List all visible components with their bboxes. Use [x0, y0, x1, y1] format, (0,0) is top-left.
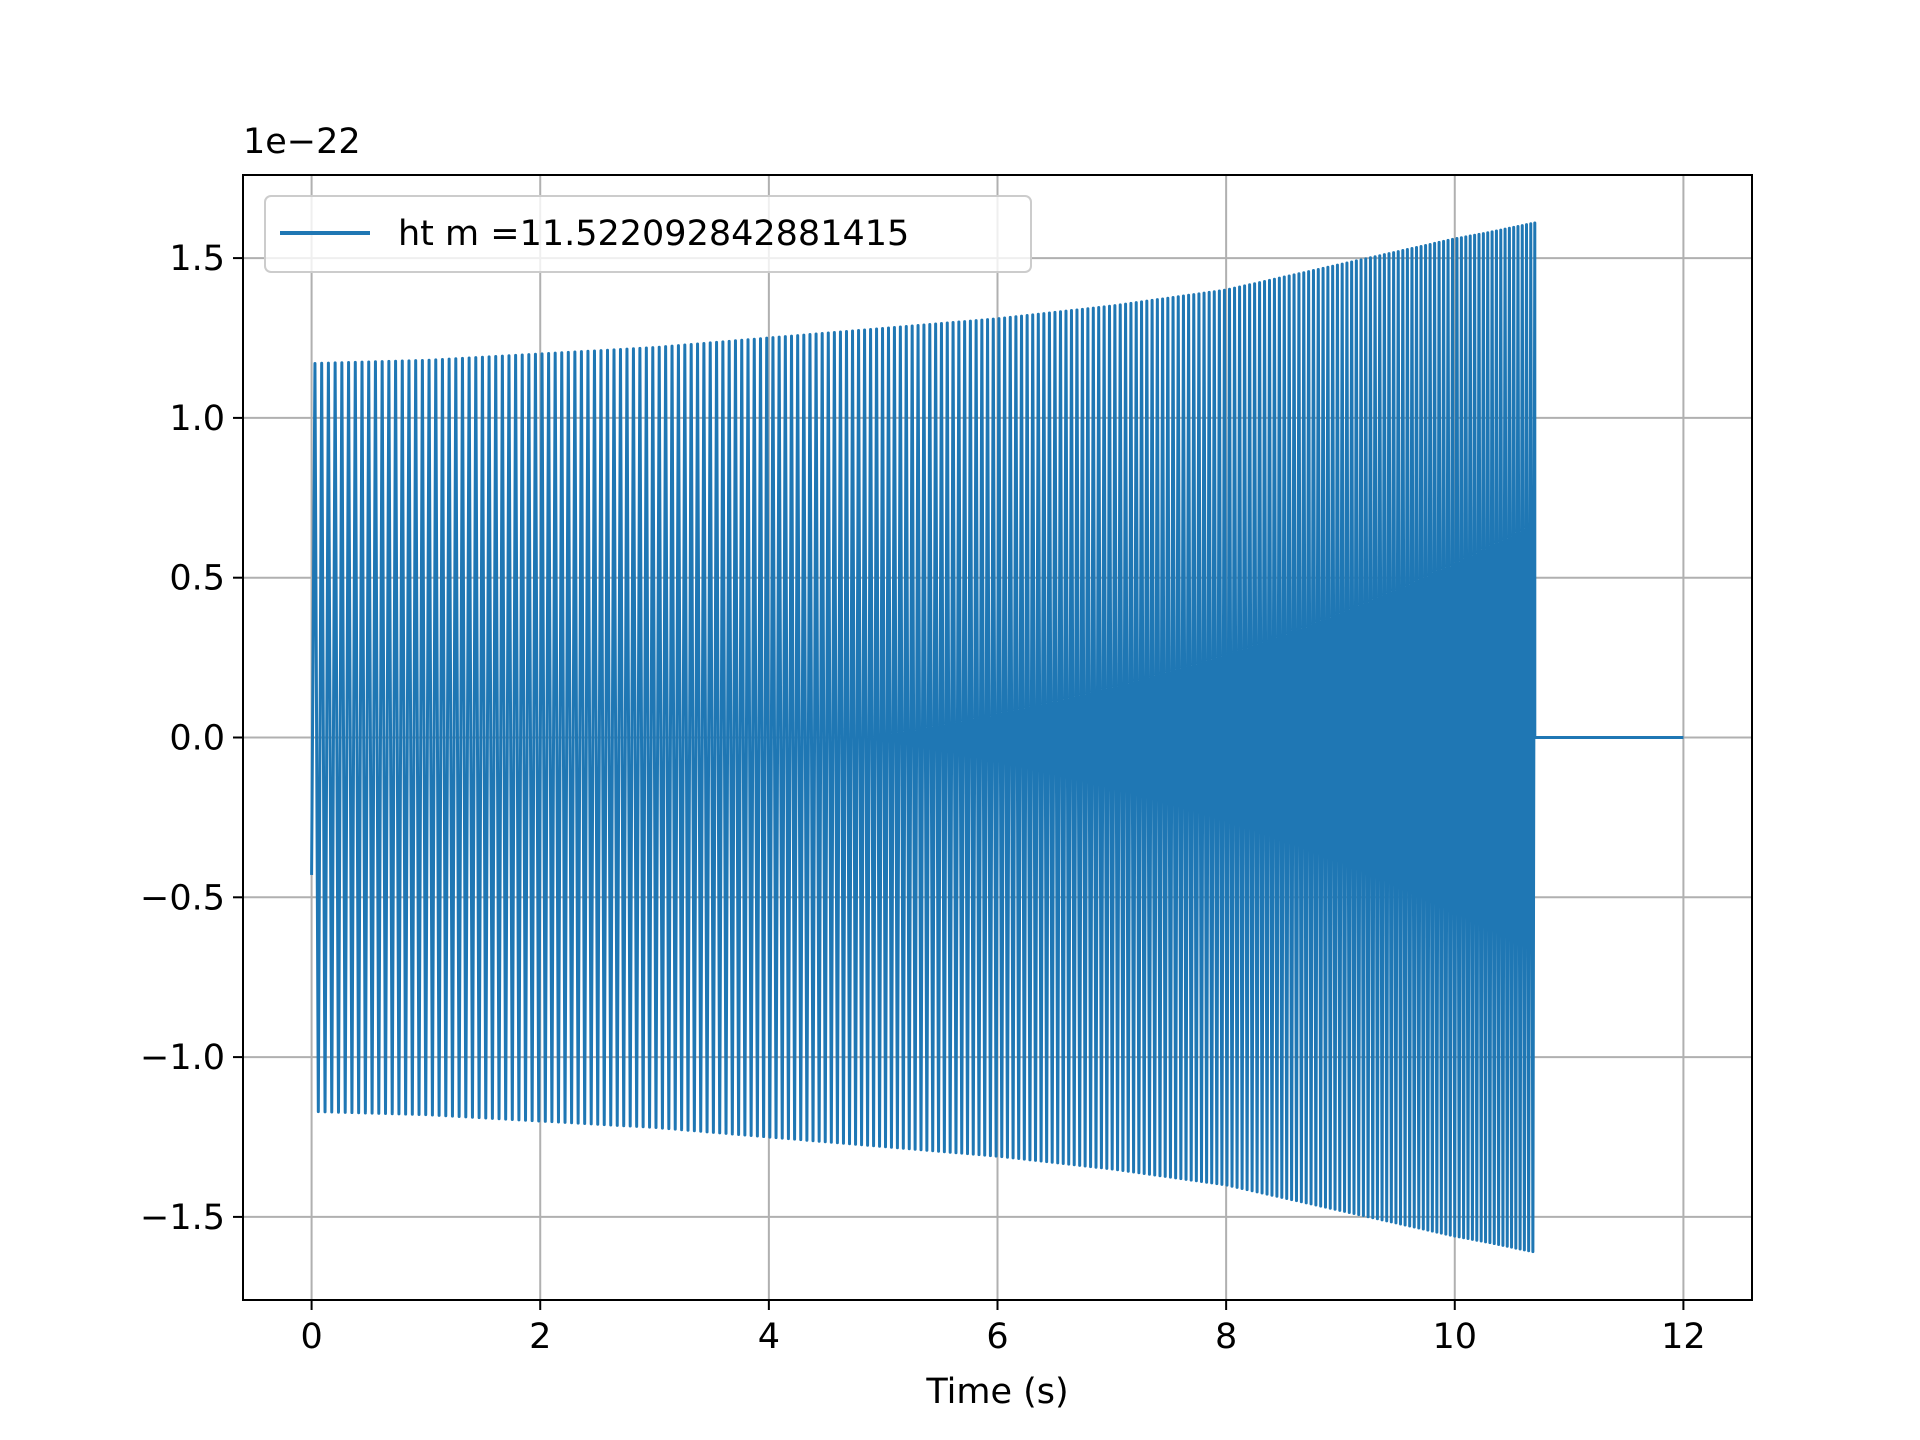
- series-line-ht: [310, 221, 1684, 1254]
- y-tick-label: −0.5: [140, 878, 225, 918]
- y-tick-label: −1.0: [140, 1038, 225, 1078]
- series-layer: [310, 221, 1684, 1254]
- y-tick-label: 1.0: [169, 399, 225, 439]
- x-tick-label: 0: [300, 1317, 322, 1357]
- y-tick-label: 0.0: [169, 719, 225, 759]
- legend-label: ht m =11.522092842881415: [398, 214, 909, 254]
- y-tick-label: 0.5: [169, 559, 225, 599]
- x-axis-label: Time (s): [925, 1372, 1068, 1412]
- x-tick-label: 6: [986, 1317, 1008, 1357]
- x-tick-label: 8: [1215, 1317, 1237, 1357]
- legend-box: [264, 195, 1032, 273]
- x-tick-label: 2: [529, 1317, 551, 1357]
- x-tick-label: 12: [1661, 1317, 1706, 1357]
- y-tick-label: 1.5: [169, 239, 225, 279]
- legend: ht m =11.522092842881415: [264, 195, 1032, 273]
- ticks: 0 2 4 6 8 10 12 −1.5 −1.0 −0.5 0.0 0.5 1.0 1.5: [140, 239, 1706, 1357]
- y-tick-label: −1.5: [140, 1198, 225, 1238]
- x-tick-label: 10: [1432, 1317, 1477, 1357]
- x-tick-label: 4: [758, 1317, 780, 1357]
- y-offset-label: 1e−22: [243, 122, 361, 162]
